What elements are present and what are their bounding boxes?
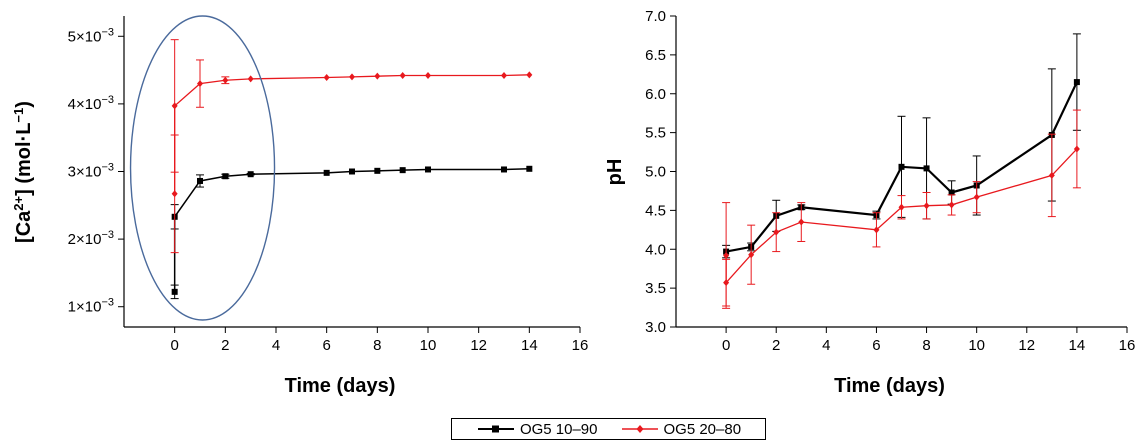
calcium-y-tick-label-0: 1×10−3 (68, 297, 114, 316)
calcium-x-tick-label-16: 16 (572, 337, 589, 354)
calcium-y-tick-label-4: 5×10−3 (68, 26, 114, 45)
legend-swatch-og5-10-90 (477, 425, 514, 433)
calcium-x-tick-label-14: 14 (521, 337, 538, 354)
ph-series-og5-20-80-point-6 (898, 203, 905, 211)
legend: OG5 10–90 OG5 20–80 (451, 418, 766, 440)
calcium-x-tick-label-2: 2 (221, 337, 229, 354)
ph-x-tick-label-14: 14 (1069, 337, 1086, 354)
calcium-series-og5-10-90-point-0 (171, 288, 178, 295)
legend-swatch-og5-20-80 (621, 425, 658, 433)
ph-series-og5-10-90-point-10 (1073, 79, 1080, 86)
calcium-series-og5-20-80-point-9 (425, 71, 431, 79)
calcium-y-tick-label-2: 3×10−3 (68, 162, 114, 181)
legend-label-og5-20-80: OG5 20–80 (663, 420, 742, 438)
calcium-x-tick-label-8: 8 (373, 337, 381, 354)
calcium-series-og5-20-80-point-6 (349, 73, 355, 81)
ph-y-tick-label-1: 3.5 (645, 280, 666, 297)
calcium-series-og5-20-80-point-11 (526, 71, 533, 79)
legend-label-og5-10-90: OG5 10–90 (519, 420, 598, 438)
calcium-series-og5-10-90 (170, 165, 533, 300)
calcium-series-og5-10-90-point-4 (247, 171, 254, 178)
ph-series-og5-20-80-point-4 (798, 218, 805, 226)
ph-x-tick-label-6: 6 (872, 337, 880, 354)
calcium-series-og5-10-90-point-10 (501, 166, 507, 173)
calcium-highlight-ellipse (129, 15, 276, 321)
calcium-series-og5-20-80-point-0 (171, 190, 178, 198)
ph-y-tick-label-3: 4.5 (645, 202, 666, 219)
legend-item-og5-10-90: OG5 10–90 (476, 421, 598, 438)
calcium-series-og5-20-80 (170, 39, 533, 254)
calcium-x-tick-label-10: 10 (420, 337, 437, 354)
calcium-y-tick-label-3: 4×10−3 (68, 94, 114, 113)
calcium-series-og5-20-80-point-7 (374, 72, 381, 80)
ph-series-og5-20-80-line (725, 148, 1078, 285)
ph-series-og5-20-80-point-5 (873, 226, 880, 234)
calcium-series-og5-20-80-point-5 (323, 74, 330, 82)
calcium-x-tick-label-4: 4 (272, 337, 280, 354)
ph-y-tick-label-2: 4.0 (645, 241, 666, 258)
calcium-series-og5-10-90-point-6 (349, 168, 355, 175)
ph-x-tick-label-4: 4 (822, 337, 830, 354)
ph-x-tick-label-12: 12 (1018, 337, 1035, 354)
calcium-series-og5-20-80-line (174, 74, 530, 194)
calcium-series-og5-20-80-point-10 (501, 71, 507, 79)
ph-y-tick-label-0: 3.0 (645, 319, 666, 336)
calcium-series-og5-10-90-point-8 (399, 167, 406, 174)
legend-item-og5-20-80: OG5 20–80 (620, 420, 742, 438)
ph-series-og5-20-80 (722, 109, 1081, 309)
ph-series-og5-20-80-point-10 (1048, 171, 1055, 179)
calcium-x-tick-label-12: 12 (470, 337, 487, 354)
ph-series-og5-20-80-point-3 (773, 228, 780, 236)
ph-x-tick-label-2: 2 (772, 337, 780, 354)
calcium-series-og5-10-90-point-11 (526, 165, 533, 172)
ph-x-tick-label-10: 10 (968, 337, 985, 354)
calcium-series-og5-10-90-point-7 (374, 167, 381, 174)
calcium-series-og5-20-80-point-1 (171, 102, 178, 110)
ph-series-og5-10-90-point-7 (948, 189, 955, 196)
ph-x-axis-title: Time (days) (834, 375, 945, 397)
ph-series-og5-20-80-point-7 (923, 202, 930, 210)
ph-series-og5-10-90-point-5 (898, 163, 905, 170)
calcium-series-og5-10-90-point-9 (425, 166, 431, 173)
ph-series-og5-20-80-point-9 (973, 193, 980, 201)
ph-series-og5-20-80-point-8 (948, 201, 955, 209)
ph-x-tick-label-8: 8 (922, 337, 930, 354)
calcium-x-tick-label-6: 6 (322, 337, 330, 354)
ph-y-tick-label-7: 6.5 (645, 47, 666, 64)
ph-series-og5-20-80-point-2 (748, 251, 755, 259)
ph-y-tick-label-6: 6.0 (645, 86, 666, 103)
calcium-series-og5-20-80-point-8 (399, 71, 406, 79)
calcium-series-og5-10-90-point-3 (222, 173, 229, 180)
calcium-y-tick-label-1: 2×10−3 (68, 229, 114, 248)
calcium-series-og5-20-80-point-2 (197, 80, 203, 88)
calcium-series-og5-10-90-point-2 (197, 177, 203, 184)
calcium-x-tick-label-0: 0 (170, 337, 178, 354)
ph-y-tick-label-5: 5.5 (645, 125, 666, 142)
calcium-series-og5-10-90-line (173, 168, 530, 292)
ph-series-og5-20-80-point-1 (723, 279, 730, 287)
ph-series-og5-20-80-point-0 (723, 251, 730, 259)
calcium-series-og5-20-80-point-4 (247, 75, 254, 83)
calcium-x-axis-title: Time (days) (285, 375, 396, 397)
calcium-series-og5-20-80-point-3 (222, 76, 229, 84)
ph-x-tick-label-16: 16 (1119, 337, 1136, 354)
ph-series-og5-10-90-point-6 (923, 165, 930, 172)
calcium-series-og5-10-90-point-5 (323, 169, 330, 176)
ph-y-tick-label-8: 7.0 (645, 8, 666, 25)
ph-y-axis-title: pH (604, 159, 626, 186)
calcium-y-axis-title: [Ca2+] (mol·L−1) (11, 101, 35, 243)
ph-series-og5-20-80-point-11 (1073, 145, 1080, 153)
ph-x-tick-label-0: 0 (722, 337, 730, 354)
ph-y-tick-label-4: 5.0 (645, 164, 666, 181)
